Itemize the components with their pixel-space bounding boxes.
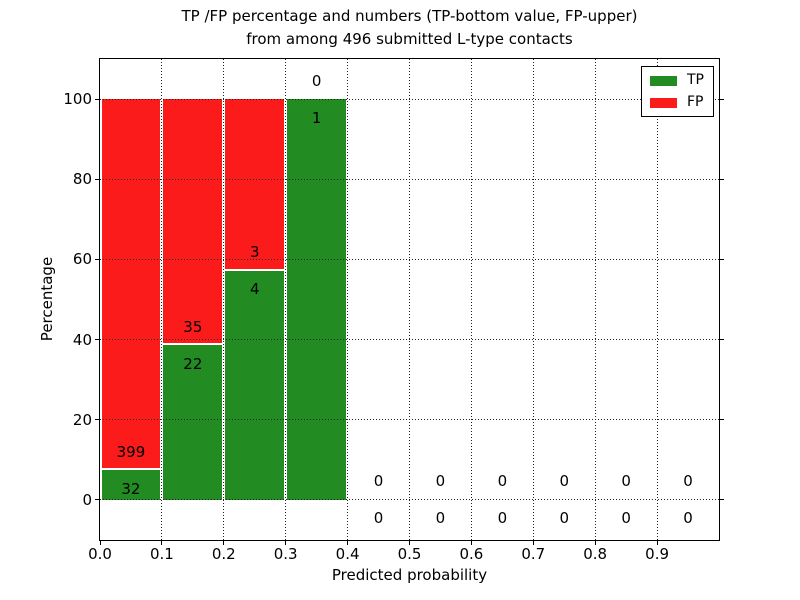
tp-count-label: 0 xyxy=(621,509,631,528)
tp-count-label: 32 xyxy=(121,479,141,498)
x-tick-label: 0.4 xyxy=(335,545,360,563)
tp-legend-label: TP xyxy=(687,72,704,88)
x-tick-mark xyxy=(161,541,163,545)
fp-count-label: 35 xyxy=(183,317,203,336)
fp-bar-segment xyxy=(163,99,223,344)
y-axis-title: Percentage xyxy=(38,256,56,342)
h-gridline xyxy=(100,98,719,100)
x-tick-label: 0.3 xyxy=(273,545,298,563)
y-tick-mark xyxy=(95,499,99,501)
v-gridline xyxy=(285,59,287,540)
v-gridline xyxy=(409,59,410,540)
x-tick-label: 0.5 xyxy=(397,545,422,563)
tp-count-label: 0 xyxy=(559,509,570,528)
h-gridline xyxy=(100,178,719,180)
v-gridline xyxy=(656,59,658,540)
fp-bar-segment xyxy=(225,99,285,269)
y-tick-label: 40 xyxy=(72,330,92,349)
x-tick-mark xyxy=(594,541,596,545)
v-gridline xyxy=(161,59,163,540)
y-tick-mark xyxy=(720,419,724,421)
v-gridline xyxy=(223,59,225,540)
legend: TP FP xyxy=(641,66,714,117)
h-gridline xyxy=(100,499,719,501)
tp-count-label: 0 xyxy=(497,509,508,528)
x-tick-mark xyxy=(409,541,410,545)
y-tick-mark xyxy=(95,339,99,341)
v-gridline xyxy=(594,59,596,540)
v-gridline xyxy=(470,59,472,540)
chart-title-line1: TP /FP percentage and numbers (TP-bottom… xyxy=(181,7,638,25)
tp-bar-segment xyxy=(287,99,347,500)
x-tick-mark xyxy=(347,541,349,545)
x-axis-title: Predicted probability xyxy=(331,566,488,584)
x-tick-label: 0.9 xyxy=(645,545,670,563)
legend-entry-tp: TP xyxy=(650,73,704,88)
fp-count-label: 0 xyxy=(311,71,322,90)
y-tick-mark xyxy=(720,339,724,341)
h-gridline xyxy=(100,419,719,421)
chart-title: TP /FP percentage and numbers (TP-bottom… xyxy=(100,5,719,51)
y-tick-mark xyxy=(720,258,724,260)
tp-count-label: 0 xyxy=(435,509,446,528)
y-tick-mark xyxy=(720,499,724,501)
x-tick-label: 0.6 xyxy=(459,545,484,563)
tp-bar-segment xyxy=(225,270,285,500)
fp-count-label: 0 xyxy=(373,472,384,491)
fp-bar-segment xyxy=(101,99,161,469)
y-tick-mark xyxy=(720,98,724,100)
legend-entry-fp: FP xyxy=(650,95,704,110)
fp-legend-label: FP xyxy=(687,94,704,110)
fp-count-label: 0 xyxy=(621,472,631,491)
y-tick-label: 100 xyxy=(63,90,92,109)
x-tick-mark xyxy=(223,541,225,545)
x-tick-mark xyxy=(99,541,101,545)
chart-title-line2: from among 496 submitted L-type contacts xyxy=(246,30,573,48)
tp-count-label: 0 xyxy=(373,509,384,528)
y-tick-label: 0 xyxy=(82,490,92,509)
tp-count-label: 22 xyxy=(183,354,203,373)
y-tick-label: 60 xyxy=(72,250,92,269)
y-tick-label: 20 xyxy=(72,410,92,429)
h-gridline xyxy=(100,258,719,260)
y-tick-label: 80 xyxy=(72,170,92,189)
x-tick-label: 0.8 xyxy=(583,545,608,563)
fp-count-label: 0 xyxy=(435,472,446,491)
y-tick-mark xyxy=(95,258,99,260)
x-tick-mark xyxy=(470,541,472,545)
fp-count-label: 0 xyxy=(497,472,508,491)
x-tick-label: 0.0 xyxy=(88,545,112,563)
y-tick-mark xyxy=(95,419,99,421)
y-tick-mark xyxy=(95,178,99,180)
y-tick-mark xyxy=(95,98,99,100)
fp-count-label: 3 xyxy=(249,243,260,262)
y-tick-mark xyxy=(720,178,724,180)
x-tick-label: 0.7 xyxy=(521,545,546,563)
plot-area: 399 32 35 22 3 4 0 1 0 0 0 0 0 0 0 0 0 0 0 0 TP FP xyxy=(95,58,724,545)
fp-count-label: 0 xyxy=(683,472,693,491)
x-tick-label: 0.1 xyxy=(149,545,174,563)
x-tick-label: 0.2 xyxy=(211,545,236,563)
tp-count-label: 0 xyxy=(683,509,693,528)
x-tick-mark xyxy=(285,541,287,545)
tp-count-label: 4 xyxy=(249,280,260,299)
fp-count-label: 399 xyxy=(116,442,146,461)
v-gridline xyxy=(532,59,534,540)
tp-count-label: 1 xyxy=(311,108,322,127)
tp-legend-swatch xyxy=(650,75,677,86)
x-tick-mark xyxy=(532,541,534,545)
h-gridline xyxy=(100,339,719,341)
tp-bar-segment xyxy=(101,470,161,500)
tp-bar-segment xyxy=(163,345,223,500)
x-tick-mark xyxy=(656,541,658,545)
fp-count-label: 0 xyxy=(559,472,570,491)
v-gridline xyxy=(347,59,349,540)
fp-legend-swatch xyxy=(650,97,677,108)
